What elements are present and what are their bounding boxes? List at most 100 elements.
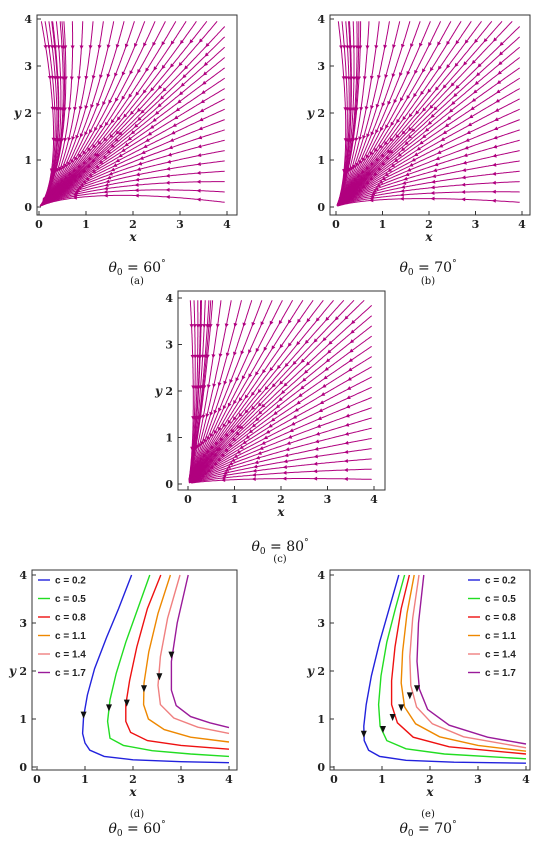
x-tick-label: 0 xyxy=(330,773,338,786)
x-tick-label: 4 xyxy=(223,218,231,231)
stream-arrow xyxy=(427,88,432,94)
stream-arrow xyxy=(232,416,237,421)
streamline xyxy=(337,129,520,206)
stream-arrow xyxy=(134,193,139,198)
stream-arrow xyxy=(198,415,203,420)
stream-arrow xyxy=(365,171,370,177)
theta-caption: θ0 = 80° xyxy=(251,538,308,557)
theta-value: = 70 xyxy=(414,821,452,837)
streamline xyxy=(189,345,372,483)
stream-arrow xyxy=(369,75,374,80)
theta-caption: θ0 = 60° xyxy=(108,259,165,278)
streamline xyxy=(40,21,84,207)
stream-arrow xyxy=(429,67,434,72)
stream-arrow xyxy=(161,64,166,70)
series-line xyxy=(377,574,527,760)
stream-arrow xyxy=(233,351,237,357)
streamline xyxy=(337,46,521,206)
stream-arrow xyxy=(369,176,374,181)
stream-arrow xyxy=(455,40,460,45)
stream-arrow xyxy=(257,402,262,407)
stream-arrow xyxy=(406,95,411,100)
streamline xyxy=(40,77,225,207)
stream-arrow xyxy=(53,76,58,81)
stream-arrow xyxy=(213,430,218,435)
stream-arrow xyxy=(437,150,442,154)
stream-arrow xyxy=(103,186,108,191)
streamline xyxy=(40,139,225,207)
stream-arrow xyxy=(348,367,353,372)
stream-arrow xyxy=(389,149,394,154)
panel-label: (d) xyxy=(130,809,144,820)
direction-arrow xyxy=(168,651,175,659)
stream-arrow xyxy=(235,377,240,382)
streamline xyxy=(39,21,55,207)
stream-arrow xyxy=(241,375,246,380)
legend-entry: c = 1.4 xyxy=(485,650,516,661)
stream-arrow xyxy=(197,153,202,158)
theta-subscript: 0 xyxy=(117,268,123,278)
series-line xyxy=(170,574,230,729)
stream-arrow xyxy=(437,41,441,46)
stream-arrow xyxy=(61,165,66,170)
stream-arrow xyxy=(137,161,143,166)
stream-arrow xyxy=(54,168,59,173)
stream-arrow xyxy=(178,61,183,67)
stream-arrow xyxy=(451,100,456,105)
stream-arrow xyxy=(444,123,450,128)
stream-arrow xyxy=(75,134,80,140)
streamline xyxy=(40,119,225,206)
y-tick-label: 1 xyxy=(24,154,32,167)
stream-arrow xyxy=(438,143,444,148)
stream-arrow xyxy=(494,117,499,121)
stream-arrow xyxy=(77,76,82,81)
streamline xyxy=(41,108,225,206)
x-tick-label: 2 xyxy=(277,493,285,506)
stream-arrow xyxy=(296,341,301,346)
stream-arrow xyxy=(446,40,451,46)
stream-arrow xyxy=(248,349,252,354)
stream-arrow xyxy=(355,162,360,167)
stream-arrow xyxy=(491,180,496,185)
stream-arrow xyxy=(406,71,411,76)
stream-arrow xyxy=(209,457,214,463)
plot-frame xyxy=(329,14,531,216)
stream-arrow xyxy=(59,45,64,50)
streamline xyxy=(336,21,352,205)
stream-arrow xyxy=(199,324,204,329)
stream-arrow xyxy=(471,59,476,65)
stream-arrow xyxy=(415,110,420,115)
stream-arrow xyxy=(344,449,349,454)
streamline xyxy=(39,21,58,207)
stream-arrow xyxy=(104,182,109,187)
stream-arrow xyxy=(450,82,455,87)
stream-arrow xyxy=(374,45,379,50)
x-tick-label: 2 xyxy=(129,218,137,231)
streamline xyxy=(189,315,373,483)
stream-arrow xyxy=(136,167,141,171)
stream-arrow xyxy=(358,136,363,141)
legend-entry: c = 0.5 xyxy=(485,594,516,605)
stream-arrow xyxy=(162,87,167,92)
stream-arrow xyxy=(68,171,73,177)
stream-arrow xyxy=(344,76,349,81)
stream-arrow xyxy=(222,405,227,410)
stream-arrow xyxy=(134,182,139,187)
stream-arrow xyxy=(446,116,452,120)
theta-symbol: θ xyxy=(108,821,117,837)
direction-arrow xyxy=(80,711,87,719)
stream-arrow xyxy=(483,38,488,43)
y-tick-label: 0 xyxy=(317,761,325,774)
stream-arrow xyxy=(50,45,55,50)
stream-arrow xyxy=(236,449,241,454)
stream-arrow xyxy=(97,44,102,50)
stream-arrow xyxy=(215,323,220,328)
stream-arrow xyxy=(461,190,466,195)
stream-arrow xyxy=(358,182,363,187)
stream-arrow xyxy=(201,414,206,419)
stream-arrow xyxy=(152,117,157,122)
streamline xyxy=(336,21,390,206)
legend-entry: c = 1.1 xyxy=(55,631,86,642)
y-tick-label: 1 xyxy=(19,713,27,726)
